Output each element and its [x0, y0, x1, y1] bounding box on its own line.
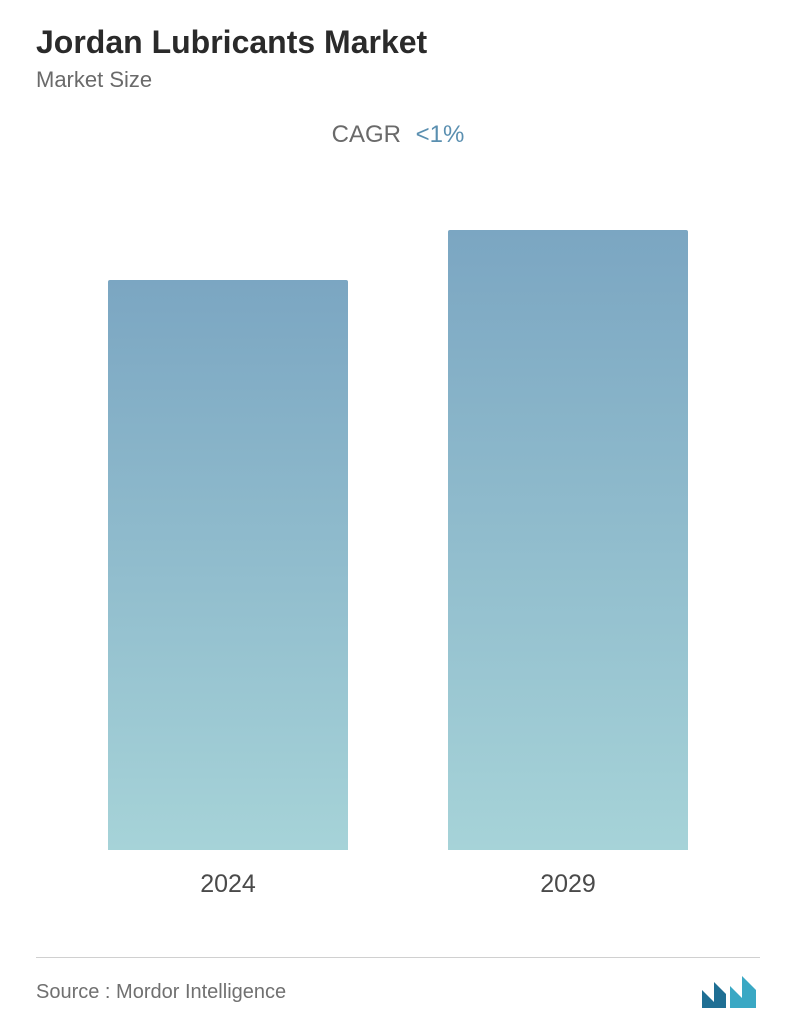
bar-group-2029: 2029	[448, 230, 688, 899]
cagr-label: CAGR	[332, 121, 401, 148]
chart-subtitle: Market Size	[36, 67, 760, 93]
bar-2029	[448, 230, 688, 850]
bar-chart: 2024 2029	[36, 159, 760, 899]
bar-2024	[108, 280, 348, 850]
footer: Source : Mordor Intelligence	[36, 957, 760, 1010]
chart-title: Jordan Lubricants Market	[36, 24, 760, 61]
bar-label-2024: 2024	[200, 870, 256, 899]
brand-logo-icon	[700, 974, 760, 1010]
bar-label-2029: 2029	[540, 870, 596, 899]
cagr-row: CAGR <1%	[36, 121, 760, 149]
cagr-value: <1%	[416, 121, 465, 148]
bar-group-2024: 2024	[108, 280, 348, 899]
source-text: Source : Mordor Intelligence	[36, 981, 286, 1004]
